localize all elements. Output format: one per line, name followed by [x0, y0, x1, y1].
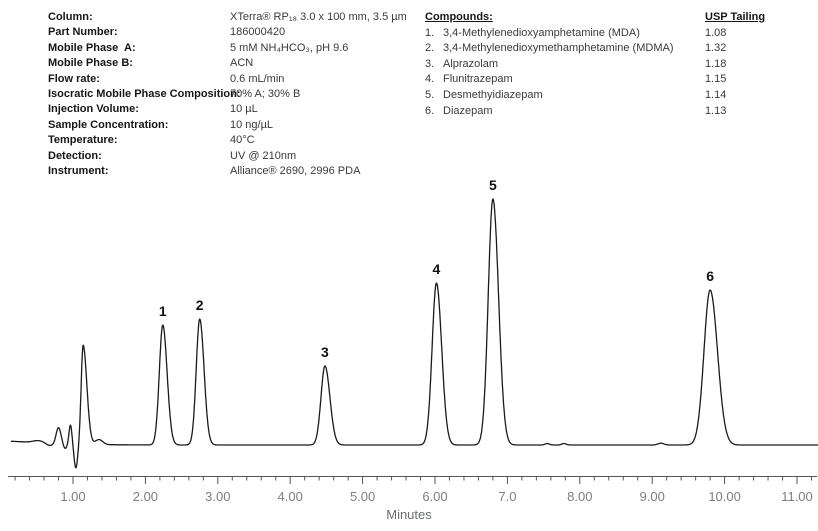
compounds-list: 1. 3,4-Methylenedioxyamphetamine (MDA) 1.0… — [425, 26, 810, 120]
condition-value: 0.6 mL/min — [230, 72, 285, 85]
x-axis-tick-label: 10.00 — [708, 489, 741, 504]
peak-label: 4 — [433, 261, 441, 277]
x-axis-tick-label: 3.00 — [205, 489, 230, 504]
compound-tailing: 1.18 — [705, 57, 727, 70]
x-axis-tick-label: 1.00 — [60, 489, 85, 504]
compound-row: 5. Desmethyidiazepam 1.14 — [425, 88, 810, 104]
peak-label: 2 — [196, 297, 204, 313]
condition-row: Column: XTerra® RP₁₈ 3.0 x 100 mm, 3.5 µm — [48, 10, 407, 25]
condition-row: Sample Concentration: 10 ng/µL — [48, 118, 407, 133]
x-axis-tick-label: 4.00 — [278, 489, 303, 504]
compound-tailing: 1.15 — [705, 73, 727, 86]
condition-value: UV @ 210nm — [230, 149, 297, 162]
condition-value: 10 ng/µL — [230, 118, 274, 131]
compounds-header-row: Compounds: USP Tailing — [425, 10, 810, 26]
condition-label: Part Number: — [48, 26, 118, 39]
compound-tailing: 1.08 — [705, 26, 727, 39]
compound-name: Flunitrazepam — [443, 73, 513, 86]
condition-row: Mobile Phase B: ACN — [48, 56, 407, 71]
condition-row: Detection: UV @ 210nm — [48, 149, 407, 164]
compound-number: 2. — [425, 42, 435, 55]
condition-value: XTerra® RP₁₈ 3.0 x 100 mm, 3.5 µm — [230, 11, 407, 23]
condition-value: 10 µL — [230, 103, 258, 116]
condition-label: Mobile Phase B: — [48, 57, 133, 70]
compound-number: 4. — [425, 73, 435, 86]
peak-label: 1 — [159, 303, 167, 319]
condition-value: 5 mM NH₄HCO₃, pH 9.6 — [230, 41, 349, 54]
condition-row: Temperature: 40°C — [48, 133, 407, 148]
compound-tailing: 1.14 — [705, 88, 727, 101]
compounds-table: Compounds: USP Tailing 1. 3,4-Methylenedi… — [425, 10, 810, 119]
x-axis-tick-label: 7.0 — [498, 489, 516, 504]
compound-row: 1. 3,4-Methylenedioxyamphetamine (MDA) 1.0… — [425, 26, 810, 42]
chromatogram-trace — [10, 198, 818, 469]
compound-number: 3. — [425, 57, 435, 70]
x-axis-tick-label: 6.00 — [422, 489, 447, 504]
compound-name: 3,4-Methylenedioxymethamphetamine (MDMA) — [443, 42, 674, 55]
condition-value: ACN — [230, 57, 254, 70]
condition-label: Temperature: — [48, 134, 118, 147]
conditions-table: Column: XTerra® RP₁₈ 3.0 x 100 mm, 3.5 µm… — [48, 10, 407, 179]
x-axis-title: Minutes — [386, 507, 432, 522]
compound-number: 1. — [425, 26, 435, 39]
condition-value: 70% A; 30% B — [230, 88, 301, 101]
compound-row: 6. Diazepam 1.13 — [425, 104, 810, 120]
compounds-header: Compounds: — [425, 11, 493, 23]
peak-label: 3 — [321, 344, 329, 360]
compound-row: 3. Alprazolam 1.18 — [425, 57, 810, 73]
x-axis-tick-label: 5.00 — [350, 489, 375, 504]
peak-label: 5 — [489, 177, 497, 193]
condition-label: Injection Volume: — [48, 103, 139, 116]
condition-row: Mobile Phase A: 5 mM NH₄HCO₃, pH 9.6 — [48, 41, 407, 56]
compound-name: Alprazolam — [443, 57, 499, 70]
condition-label: Instrument: — [48, 165, 109, 178]
condition-label: Sample Concentration: — [48, 118, 169, 131]
condition-label: Flow rate: — [48, 72, 100, 85]
condition-row: Injection Volume: 10 µL — [48, 102, 407, 117]
condition-label: Detection: — [48, 149, 102, 162]
x-axis-tick-label: 9.00 — [640, 489, 665, 504]
x-axis-tick-label: 8.00 — [567, 489, 592, 504]
condition-value: 40°C — [230, 134, 255, 147]
compound-number: 5. — [425, 88, 435, 101]
condition-label: Column: — [48, 11, 93, 23]
condition-value: Alliance® 2690, 2996 PDA — [230, 165, 361, 178]
condition-row: Flow rate: 0.6 mL/min — [48, 72, 407, 87]
compound-row: 2. 3,4-Methylenedioxymethamphetamine (MDM… — [425, 41, 810, 57]
compound-name: 3,4-Methylenedioxyamphetamine (MDA) — [443, 26, 640, 39]
condition-row: Part Number: 186000420 — [48, 25, 407, 40]
condition-row: Instrument: Alliance® 2690, 2996 PDA — [48, 164, 407, 179]
compound-name: Desmethyidiazepam — [443, 88, 543, 101]
condition-label: Isocratic Mobile Phase Composition: — [48, 88, 241, 101]
compound-tailing: 1.13 — [705, 104, 727, 117]
condition-row: Isocratic Mobile Phase Composition: 70% A… — [48, 87, 407, 102]
x-axis-tick-label: 11.00 — [781, 489, 813, 504]
condition-label: Mobile Phase A: — [48, 41, 136, 54]
compound-number: 6. — [425, 104, 435, 117]
usp-tailing-header: USP Tailing — [705, 11, 766, 23]
x-axis-tick-label: 2.00 — [133, 489, 158, 504]
compound-row: 4. Flunitrazepam 1.15 — [425, 72, 810, 88]
compound-tailing: 1.32 — [705, 42, 727, 55]
compound-name: Diazepam — [443, 104, 493, 117]
condition-value: 186000420 — [230, 26, 286, 39]
peak-label: 6 — [706, 268, 714, 284]
